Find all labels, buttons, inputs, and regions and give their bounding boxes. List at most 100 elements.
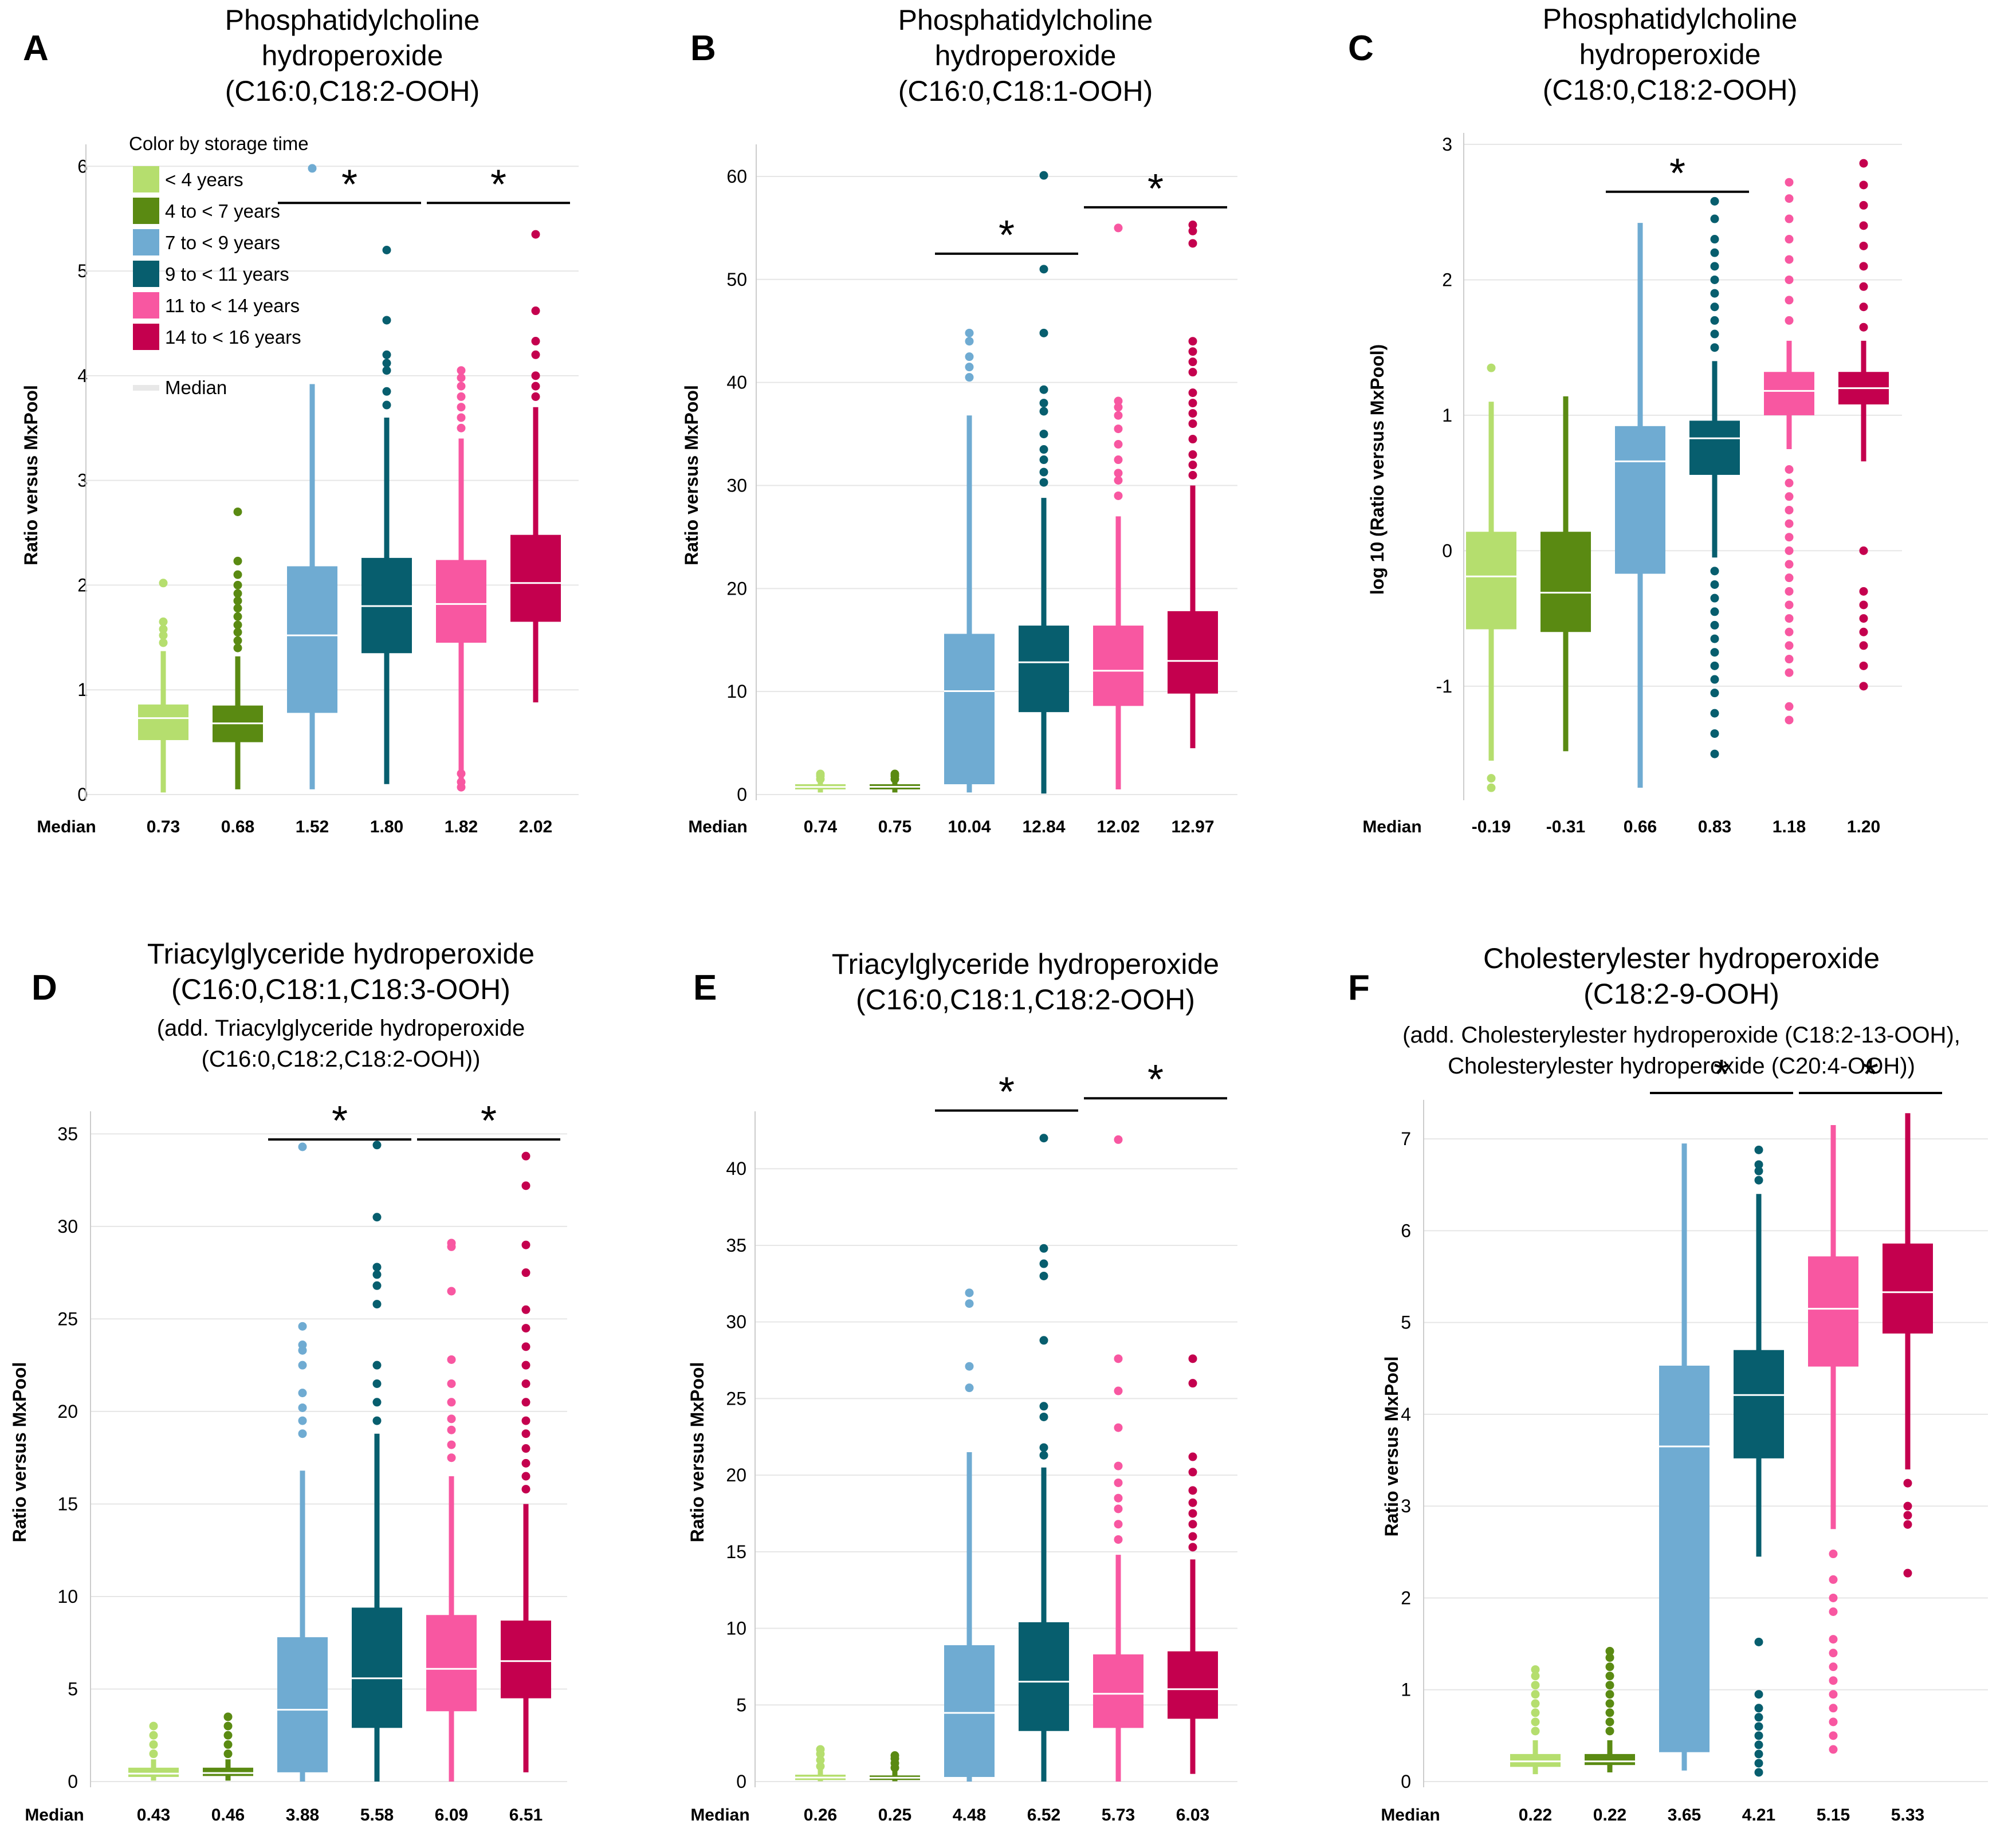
y-tick-label: 10	[57, 1586, 78, 1607]
significance-star: *	[481, 1098, 497, 1144]
legend-swatch	[133, 198, 159, 224]
iqr-box	[1764, 372, 1814, 415]
outlier-point	[1785, 655, 1794, 664]
iqr-box	[1093, 626, 1143, 706]
outlier-point	[521, 1485, 530, 1494]
significance-star: *	[341, 162, 357, 207]
outlier-point	[1188, 1498, 1197, 1507]
y-tick-label: 0	[1442, 540, 1452, 561]
outlier-point	[149, 1721, 158, 1731]
outlier-point	[1710, 749, 1719, 758]
outlier-point	[521, 1416, 530, 1425]
outlier-point	[298, 1429, 307, 1438]
median-value-label: 0.22	[1593, 1806, 1626, 1825]
outlier-point	[233, 628, 242, 637]
outlier-point	[1605, 1662, 1614, 1672]
legend-label: 11 to < 14 years	[165, 295, 300, 316]
outlier-point	[1531, 1727, 1540, 1736]
outlier-point	[1754, 1713, 1763, 1722]
median-value-label: 1.20	[1847, 817, 1880, 836]
panels-layer: APhosphatidylcholinehydroperoxide(C16:0,…	[9, 3, 1988, 1825]
outlier-point	[457, 423, 466, 433]
outlier-point	[382, 366, 391, 375]
outlier-point	[457, 769, 466, 778]
outlier-point	[298, 1389, 307, 1398]
y-tick-label: 50	[726, 269, 747, 290]
y-tick-label: 5	[68, 1678, 78, 1699]
median-value-label: 0.22	[1519, 1806, 1552, 1825]
box-3	[287, 164, 337, 789]
outlier-point	[372, 1416, 382, 1425]
outlier-point	[1188, 388, 1197, 398]
y-tick-label: 30	[57, 1216, 78, 1237]
outlier-point	[1710, 593, 1719, 603]
significance-star: *	[1862, 1052, 1879, 1098]
y-tick-label: 30	[726, 475, 747, 496]
outlier-point	[1188, 337, 1197, 346]
outlier-point	[1785, 296, 1794, 305]
outlier-point	[1710, 262, 1719, 271]
box-3	[277, 1142, 328, 1782]
outlier-point	[1785, 573, 1794, 583]
outlier-point	[1188, 1520, 1197, 1529]
outlier-point	[233, 612, 242, 621]
iqr-box	[1019, 626, 1069, 713]
outlier-point	[1039, 478, 1048, 487]
outlier-point	[890, 769, 899, 779]
y-tick-label: 40	[726, 1158, 746, 1179]
significance-star: *	[999, 1070, 1015, 1115]
outlier-point	[890, 1751, 899, 1760]
outlier-point	[159, 624, 168, 634]
outlier-point	[1785, 275, 1794, 284]
median-row-label: Median	[1381, 1806, 1440, 1825]
y-tick-label: 40	[726, 372, 747, 393]
outlier-point	[1531, 1681, 1540, 1690]
chart-title-line: Phosphatidylcholine	[225, 4, 480, 36]
outlier-point	[447, 1453, 456, 1462]
outlier-point	[1114, 1504, 1123, 1513]
significance-star: *	[999, 213, 1015, 258]
outlier-point	[372, 1141, 382, 1150]
outlier-point	[447, 1287, 456, 1296]
outlier-point	[1531, 1717, 1540, 1727]
outlier-point	[1039, 455, 1048, 465]
outlier-point	[521, 1151, 530, 1161]
median-value-label: 6.09	[435, 1806, 468, 1825]
legend-median-label: Median	[165, 377, 227, 398]
outlier-point	[1039, 430, 1048, 439]
outlier-point	[1039, 171, 1048, 180]
iqr-box	[501, 1620, 551, 1698]
panel-letter: E	[693, 968, 717, 1008]
y-axis-label: Ratio versus MxPool	[9, 1362, 30, 1543]
outlier-point	[382, 316, 391, 325]
outlier-point	[521, 1305, 530, 1314]
outlier-point	[1114, 1535, 1123, 1544]
y-tick-label: 25	[57, 1308, 78, 1329]
outlier-point	[159, 579, 168, 588]
outlier-point	[382, 359, 391, 368]
outlier-point	[1754, 1637, 1763, 1646]
panel-b: B Phosphatidylcholine hydroperoxide(C16:0,…	[681, 4, 1237, 836]
outlier-point	[1039, 445, 1048, 454]
iqr-box	[436, 560, 486, 643]
outlier-point	[1903, 1511, 1912, 1520]
outlier-point	[1859, 661, 1868, 670]
panel-letter: F	[1348, 968, 1370, 1008]
outlier-point	[298, 1142, 307, 1151]
outlier-point	[1188, 450, 1197, 459]
outlier-point	[1859, 587, 1868, 596]
y-tick-label: 1	[1401, 1680, 1411, 1700]
median-value-label: 0.46	[211, 1806, 245, 1825]
y-tick-label: 5	[1401, 1312, 1411, 1333]
outlier-point	[1188, 419, 1197, 428]
outlier-point	[1829, 1676, 1838, 1685]
outlier-point	[1605, 1717, 1614, 1727]
y-tick-label: 3	[1401, 1496, 1411, 1516]
outlier-point	[1710, 634, 1719, 643]
outlier-point	[1710, 302, 1719, 312]
outlier-point	[447, 1238, 456, 1248]
outlier-point	[1531, 1690, 1540, 1699]
panel-a: A Phosphatidylcholine hydroperoxide(C16:0,…	[21, 4, 579, 836]
outlier-point	[1859, 546, 1868, 555]
iqr-box	[944, 634, 995, 785]
